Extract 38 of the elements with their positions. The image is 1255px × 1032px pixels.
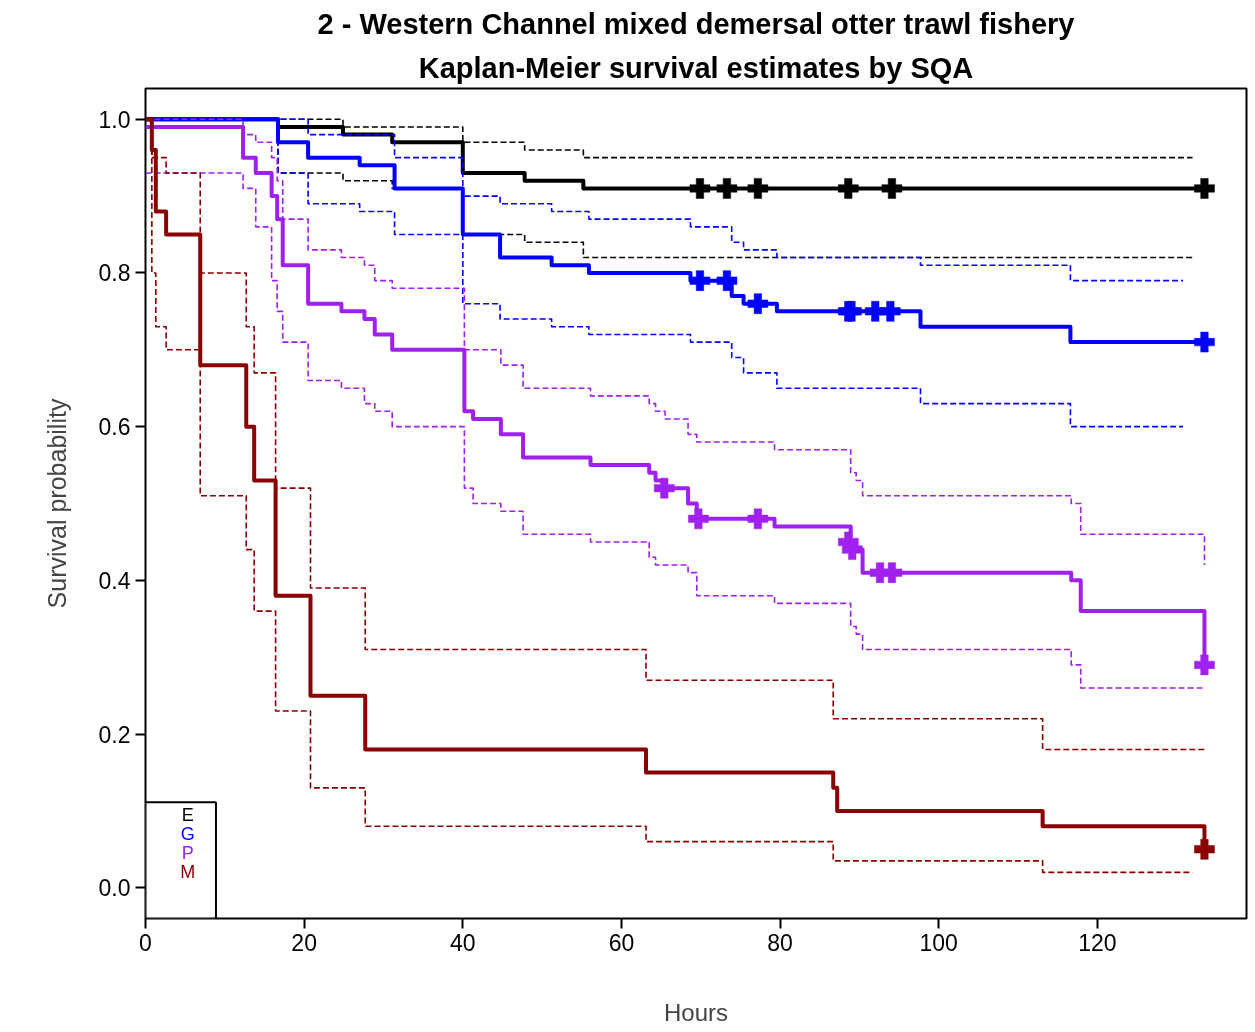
point: [880, 301, 901, 322]
point: [747, 178, 769, 199]
point: [689, 178, 711, 199]
point: [747, 293, 769, 314]
text: M: [180, 862, 196, 883]
y-tick-label: 0.6: [98, 414, 131, 441]
text: G: [180, 824, 195, 845]
y-tick-label: 1.0: [98, 106, 131, 133]
text: P: [181, 843, 194, 864]
point: [1194, 178, 1215, 199]
x-tick-label: 0: [139, 929, 152, 956]
point: [838, 178, 859, 199]
point: [1194, 331, 1215, 353]
point: [881, 562, 903, 583]
point: [881, 178, 903, 199]
point: [689, 270, 711, 291]
y-tick-label: 0.4: [98, 567, 131, 594]
x-tick-label: 40: [450, 929, 476, 956]
x-tick-label: 100: [919, 929, 958, 956]
point: [654, 477, 675, 499]
point: [747, 508, 769, 530]
x-tick-label: 20: [291, 929, 317, 956]
point: [716, 270, 738, 291]
x-tick-label: 80: [767, 929, 793, 956]
y-tick-label: 0.2: [98, 721, 131, 748]
point: [1194, 654, 1215, 676]
y-tick-label: 0.0: [98, 875, 131, 902]
x-tick-label: 60: [608, 929, 635, 956]
point: [688, 508, 709, 530]
y-axis-title: Survival probability: [42, 398, 71, 609]
point: [1194, 839, 1215, 860]
chart-subtitle: Kaplan-Meier survival estimates by SQA: [418, 51, 974, 84]
chart-title: 2 - Western Channel mixed demersal otter trawl fishery: [317, 7, 1075, 40]
point: [716, 178, 738, 199]
x-tick-label: 120: [1078, 929, 1117, 956]
x-axis-title: Hours: [663, 998, 729, 1026]
y-tick-label: 0.8: [98, 260, 131, 287]
text: E: [181, 805, 194, 826]
